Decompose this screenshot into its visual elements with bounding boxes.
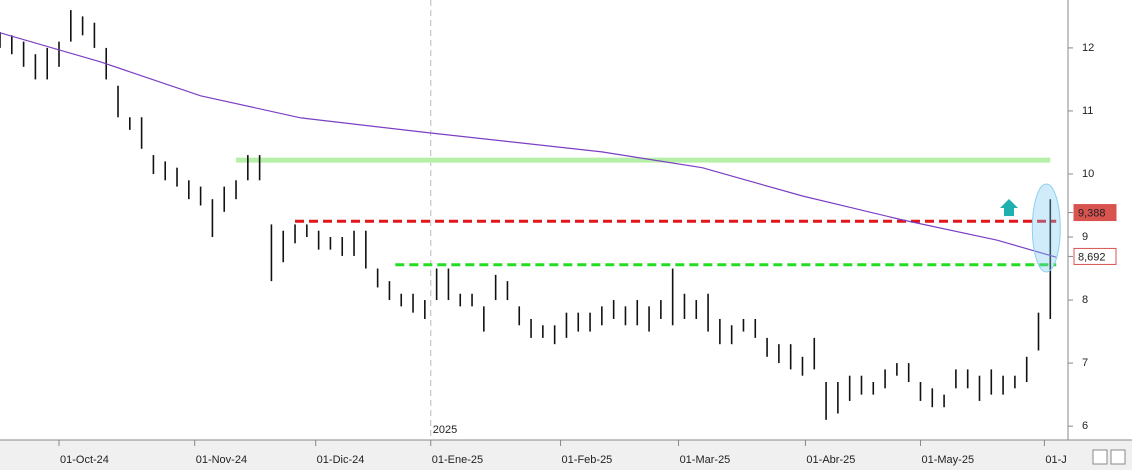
y-tick-label: 6 (1082, 420, 1088, 432)
price-tag-label: 8,692 (1078, 251, 1106, 263)
toolbar (1092, 449, 1126, 465)
y-tick-label: 8 (1082, 294, 1088, 306)
moving-average (0, 32, 1057, 258)
x-tick-label: 01-Feb-25 (562, 454, 613, 466)
x-tick-label: 01-Oct-24 (60, 454, 109, 466)
x-axis-strip (0, 440, 1132, 470)
price-tag (1073, 247, 1117, 265)
y-tick-label: 12 (1082, 42, 1094, 54)
x-tick-label: 01-Abr-25 (806, 454, 855, 466)
y-tick-label: 11 (1082, 105, 1093, 117)
y-tick-label: 9 (1082, 231, 1088, 243)
x-tick-label: 01-Dic-24 (317, 454, 365, 466)
price-tag (1073, 204, 1117, 222)
x-tick-label: 01-Nov-24 (196, 454, 247, 466)
price-tag-label: 9,388 (1078, 207, 1106, 219)
x-tick-label: 01-Ene-25 (432, 454, 483, 466)
x-tick-label: 01-J (1045, 454, 1066, 466)
x-tick-label: 01-May-25 (921, 454, 974, 466)
highlight (1031, 183, 1061, 273)
y-tick-label: 10 (1082, 168, 1094, 180)
x-tick-label: 01-Mar-25 (680, 454, 731, 466)
y-tick-label: 7 (1082, 357, 1088, 369)
scroll-button[interactable] (1110, 449, 1126, 465)
up-arrow (1000, 199, 1018, 216)
year-label: 2025 (433, 424, 457, 436)
zoom-button[interactable] (1092, 449, 1108, 465)
